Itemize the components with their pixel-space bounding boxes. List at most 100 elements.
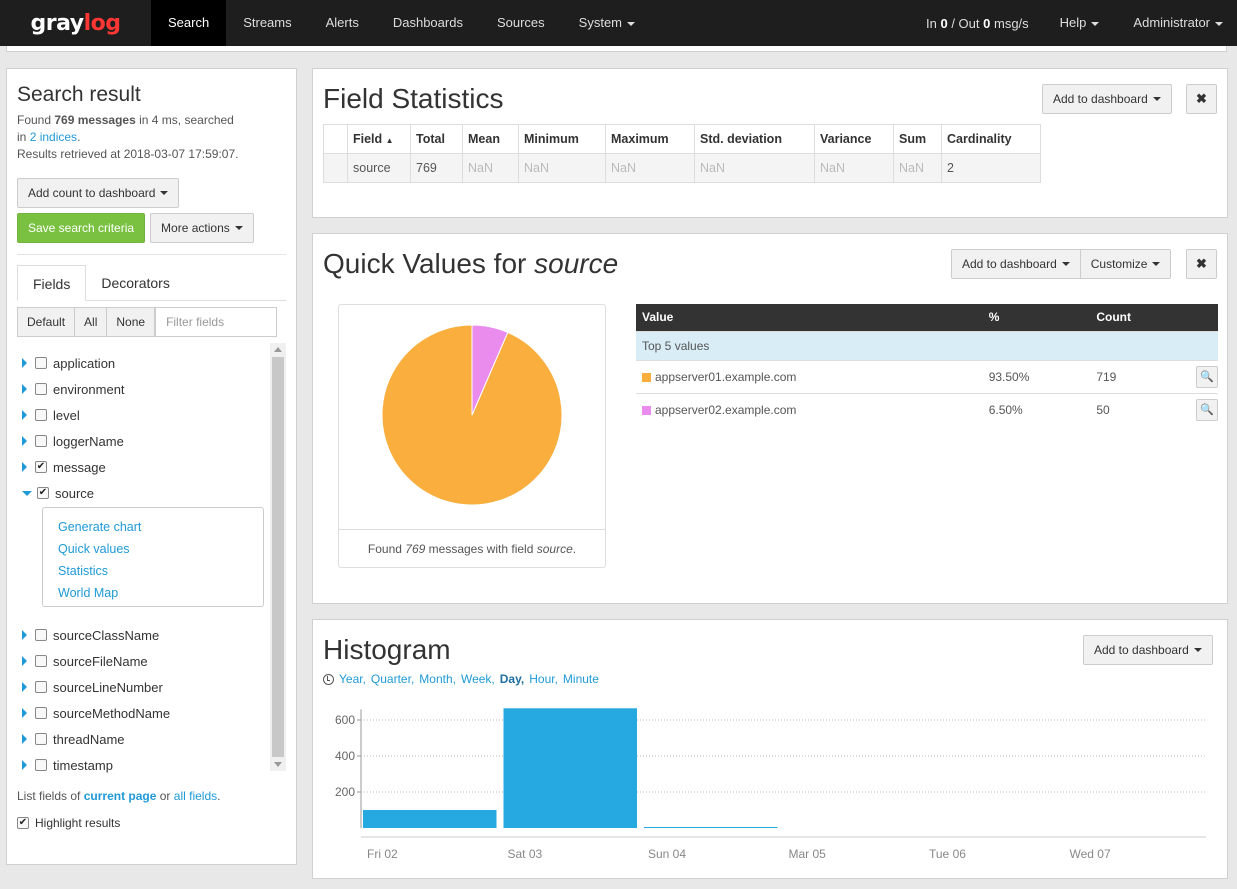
field-checkbox[interactable] [35,409,47,421]
caret-right-icon[interactable] [22,656,27,666]
column-percent: % [982,304,1091,331]
filter-all-button[interactable]: All [75,307,108,337]
field-item-level[interactable]: level [22,405,80,425]
caret-right-icon[interactable] [22,760,27,770]
add-to-dashboard-button[interactable]: Add to dashboard [1042,84,1172,114]
field-item-threadName[interactable]: threadName [22,729,125,749]
histogram-chart[interactable]: 200 400 600 Fri 02 Sat 03 Sun 04 Mar 05 Tue 06 W… [313,700,1227,870]
highlight-results-toggle[interactable]: Highlight results [17,816,286,830]
highlight-label: Highlight results [35,816,121,830]
divider [17,254,286,255]
pie-slice-2[interactable] [471,324,509,416]
caret-right-icon[interactable] [22,462,27,472]
column-maximum: Maximum [605,124,695,154]
quick-values-link[interactable]: Quick values [58,542,130,556]
field-checkbox[interactable] [35,681,47,693]
nav-streams[interactable]: Streams [243,15,292,30]
graylog-logo[interactable]: gray log [30,10,121,36]
field-checkbox[interactable] [35,629,47,641]
field-checkbox[interactable] [35,461,47,473]
field-item-sourceClassName[interactable]: sourceClassName [22,625,159,645]
field-checkbox[interactable] [37,487,49,499]
tab-decorators[interactable]: Decorators [101,275,170,291]
throughput-indicator[interactable]: In 0 / Out 0 msg/s [926,15,1029,31]
field-label: level [53,407,80,423]
zoom-icon[interactable]: 🔍 [1196,365,1218,388]
pie-chart[interactable] [339,305,605,529]
filter-fields-input[interactable]: Filter fields [155,307,278,337]
close-icon[interactable]: ✖ [1186,249,1217,279]
zoom-icon[interactable]: 🔍 [1196,398,1218,421]
field-checkbox[interactable] [35,655,47,667]
caret-right-icon[interactable] [22,708,27,718]
field-checkbox[interactable] [35,707,47,719]
close-icon[interactable]: ✖ [1186,84,1217,114]
resolution-hour[interactable]: Hour, [529,672,558,686]
customize-button[interactable]: Customize [1080,249,1172,279]
scrollbar-thumb[interactable] [272,357,284,757]
field-checkbox[interactable] [35,759,47,771]
histogram-bar-3[interactable] [644,827,778,828]
caret-right-icon[interactable] [22,358,27,368]
tab-fields[interactable]: Fields [17,265,87,301]
field-list-scrollbar[interactable] [270,343,286,771]
field-checkbox[interactable] [35,383,47,395]
caret-right-icon[interactable] [22,410,27,420]
resolution-day[interactable]: Day, [499,672,525,686]
generate-chart-link[interactable]: Generate chart [58,520,142,534]
filter-default-button[interactable]: Default [17,307,76,337]
field-item-sourceLineNumber[interactable]: sourceLineNumber [22,677,163,697]
caret-right-icon[interactable] [22,630,27,640]
current-page-link[interactable]: current page [83,789,157,803]
filter-none-button[interactable]: None [107,307,156,337]
resolution-minute[interactable]: Minute [562,672,599,686]
nav-sources[interactable]: Sources [496,15,545,30]
field-checkbox[interactable] [35,357,47,369]
statistics-link[interactable]: Statistics [58,564,109,578]
highlight-checkbox[interactable] [17,817,29,829]
add-to-dashboard-button[interactable]: Add to dashboard [1083,635,1213,665]
top-navbar: gray log Search Streams Alerts Dashboards… [0,0,1237,46]
caret-right-icon[interactable] [22,384,27,394]
field-item-sourceFileName[interactable]: sourceFileName [22,651,148,671]
nav-system[interactable]: System [562,0,652,46]
caret-right-icon[interactable] [22,436,27,446]
indices-link[interactable]: 2 indices [29,130,78,144]
field-item-message[interactable]: message [22,457,106,477]
field-item-sourceMethodName[interactable]: sourceMethodName [22,703,170,723]
all-fields-link[interactable]: all fields [173,789,218,803]
save-search-criteria-button[interactable]: Save search criteria [17,213,146,243]
nav-help[interactable]: Help [1043,0,1117,46]
column-field[interactable]: Field ▲ [347,124,411,154]
resolution-year[interactable]: Year, [339,672,366,686]
resolution-month[interactable]: Month, [419,672,456,686]
scroll-up-icon[interactable] [274,347,282,352]
nav-dashboards[interactable]: Dashboards [392,15,463,30]
world-map-link[interactable]: World Map [58,586,119,600]
field-item-timestamp[interactable]: timestamp [22,755,113,775]
caret-right-icon[interactable] [22,734,27,744]
add-count-to-dashboard-button[interactable]: Add count to dashboard [17,178,180,208]
field-item-loggerName[interactable]: loggerName [22,431,124,451]
histogram-bar-1[interactable] [363,810,497,828]
field-item-environment[interactable]: environment [22,379,125,399]
caret-down-icon[interactable] [22,490,32,496]
more-actions-button[interactable]: More actions [150,213,254,243]
resolution-quarter[interactable]: Quarter, [370,672,415,686]
field-item-source[interactable]: source [22,483,94,503]
x-tick-label: Fri 02 [367,847,398,861]
column-sum: Sum [893,124,942,154]
nav-user-menu[interactable]: Administrator [1116,0,1237,46]
add-to-dashboard-button[interactable]: Add to dashboard [951,249,1081,279]
caret-right-icon[interactable] [22,682,27,692]
resolution-week[interactable]: Week, [460,672,495,686]
nav-alerts[interactable]: Alerts [325,15,359,30]
field-item-application[interactable]: application [22,353,115,373]
field-checkbox[interactable] [35,435,47,447]
scroll-down-icon[interactable] [274,762,282,767]
field-checkbox[interactable] [35,733,47,745]
histogram-bar-2[interactable] [503,708,638,828]
quick-values-table: Value % Count Top 5 values appserver01.e… [636,304,1218,426]
nav-search[interactable]: Search [151,0,227,46]
cell-minimum: NaN [518,153,606,183]
